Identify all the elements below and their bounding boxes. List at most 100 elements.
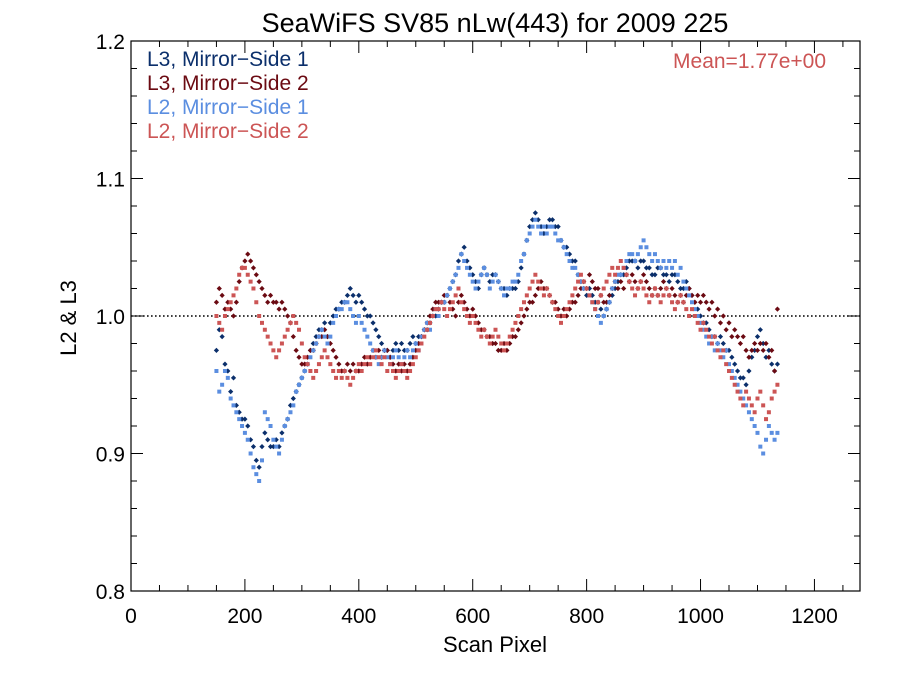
data-point bbox=[242, 265, 247, 270]
mean-annotation: Mean=1.77e+00 bbox=[673, 50, 826, 73]
data-point bbox=[336, 369, 341, 373]
data-point bbox=[416, 348, 421, 353]
data-point bbox=[624, 259, 629, 263]
data-point bbox=[746, 354, 752, 360]
data-point bbox=[752, 347, 758, 353]
data-point bbox=[741, 396, 746, 401]
data-point bbox=[277, 451, 282, 456]
data-point bbox=[687, 314, 692, 318]
data-point bbox=[596, 314, 601, 318]
data-point bbox=[402, 369, 407, 373]
data-point bbox=[544, 286, 549, 291]
data-point bbox=[695, 320, 700, 325]
data-point bbox=[492, 340, 499, 347]
data-point bbox=[610, 286, 615, 291]
data-point bbox=[570, 265, 575, 270]
data-point bbox=[643, 279, 650, 285]
data-point bbox=[524, 293, 529, 298]
data-point bbox=[365, 355, 370, 360]
data-point bbox=[706, 306, 712, 312]
data-point bbox=[290, 395, 296, 402]
data-point bbox=[743, 382, 749, 388]
data-point bbox=[672, 292, 678, 298]
data-point bbox=[288, 320, 293, 325]
data-point bbox=[687, 293, 692, 298]
legend-item: L2, Mirror−Side 1 bbox=[147, 96, 309, 119]
data-point bbox=[450, 300, 455, 305]
data-point bbox=[630, 286, 635, 291]
x-tick-label: 200 bbox=[227, 605, 262, 628]
data-point bbox=[530, 279, 535, 284]
data-point bbox=[758, 444, 763, 449]
data-point bbox=[507, 286, 512, 291]
data-point bbox=[285, 327, 290, 332]
data-point bbox=[279, 341, 284, 346]
data-point bbox=[316, 334, 321, 339]
data-point bbox=[353, 299, 359, 305]
data-point bbox=[351, 314, 356, 318]
data-point bbox=[430, 314, 435, 318]
data-point bbox=[504, 341, 509, 346]
data-point bbox=[274, 355, 279, 360]
data-point bbox=[754, 334, 761, 340]
data-point bbox=[479, 334, 484, 339]
data-point bbox=[527, 286, 532, 291]
data-point bbox=[761, 403, 766, 408]
data-point bbox=[405, 375, 410, 380]
data-point bbox=[734, 368, 741, 374]
data-point bbox=[308, 355, 313, 360]
data-point bbox=[675, 300, 680, 305]
data-point bbox=[459, 252, 464, 257]
data-point bbox=[402, 355, 407, 360]
data-point bbox=[652, 252, 657, 257]
data-point bbox=[410, 362, 415, 367]
data-point bbox=[738, 396, 743, 401]
data-point bbox=[484, 272, 489, 277]
data-point bbox=[213, 347, 220, 353]
data-point bbox=[695, 314, 700, 318]
data-point bbox=[253, 457, 259, 463]
data-point bbox=[640, 272, 647, 278]
data-point bbox=[219, 292, 225, 298]
data-point bbox=[709, 334, 714, 339]
data-point bbox=[646, 265, 652, 271]
data-point bbox=[652, 286, 657, 291]
data-point bbox=[749, 417, 754, 422]
data-point bbox=[595, 285, 601, 292]
data-point bbox=[521, 313, 527, 319]
data-point bbox=[240, 424, 245, 428]
data-point bbox=[573, 265, 578, 270]
y-tick-label: 1.1 bbox=[96, 169, 125, 192]
data-point bbox=[322, 334, 327, 339]
x-tick-label: 800 bbox=[569, 605, 604, 628]
data-point bbox=[376, 334, 382, 340]
data-point bbox=[660, 272, 667, 278]
data-point bbox=[433, 307, 438, 312]
data-point bbox=[649, 272, 655, 278]
x-tick-label: 1200 bbox=[791, 605, 838, 628]
data-point bbox=[646, 285, 652, 292]
data-point bbox=[678, 265, 683, 270]
data-point bbox=[592, 285, 598, 292]
data-point bbox=[504, 286, 509, 291]
data-point bbox=[746, 396, 751, 401]
data-point bbox=[572, 299, 578, 305]
data-point bbox=[704, 334, 709, 339]
data-point bbox=[607, 300, 612, 305]
data-point bbox=[447, 286, 452, 291]
data-point bbox=[746, 368, 752, 374]
data-point bbox=[356, 362, 361, 367]
data-point bbox=[450, 279, 455, 284]
data-point bbox=[749, 354, 755, 360]
data-point bbox=[573, 286, 578, 291]
data-point bbox=[236, 279, 242, 285]
data-point bbox=[703, 299, 709, 305]
data-point bbox=[766, 424, 771, 428]
data-point bbox=[604, 307, 609, 312]
data-point bbox=[396, 369, 401, 373]
data-point bbox=[581, 286, 586, 291]
data-point bbox=[482, 327, 487, 332]
data-point bbox=[276, 306, 282, 312]
data-point bbox=[704, 327, 709, 332]
data-point bbox=[700, 292, 706, 298]
